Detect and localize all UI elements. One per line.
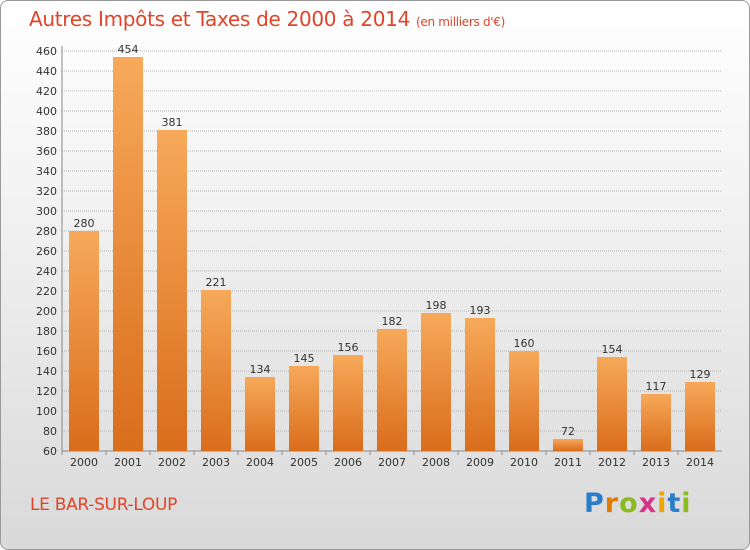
data-label-2006: 156 (338, 341, 359, 354)
x-tick-label-2000: 2000 (70, 456, 98, 469)
bar-2004 (245, 377, 275, 451)
bar-2002 (157, 130, 187, 451)
data-label-2000: 280 (74, 217, 95, 230)
data-label-2004: 134 (250, 363, 271, 376)
bar-2008 (421, 313, 451, 451)
x-tick-label-2005: 2005 (290, 456, 318, 469)
y-tick-label: 340 (36, 165, 57, 178)
y-tick-label: 160 (36, 345, 57, 358)
y-tick-label: 260 (36, 245, 57, 258)
y-tick-label: 460 (36, 45, 57, 58)
bar-2006 (333, 355, 363, 451)
logo-letter: t (667, 488, 682, 519)
data-label-2012: 154 (602, 343, 623, 356)
chart-unit: (en milliers d'€) (416, 15, 506, 29)
bars (69, 57, 715, 451)
logo-letter: P (584, 488, 605, 519)
data-label-2009: 193 (470, 304, 491, 317)
y-tick-label: 220 (36, 285, 57, 298)
data-label-2014: 129 (690, 368, 711, 381)
data-labels: 280 454 381 221 134 145 156 182 198 193 160 72 154 11… (74, 43, 711, 438)
x-tick-label-2008: 2008 (422, 456, 450, 469)
x-tick-label-2012: 2012 (598, 456, 626, 469)
logo-letter: x (638, 488, 658, 519)
y-tick-label: 300 (36, 205, 57, 218)
x-tick-label-2014: 2014 (686, 456, 714, 469)
y-tick-label: 360 (36, 145, 57, 158)
y-tick-label: 280 (36, 225, 57, 238)
y-tick-label: 80 (43, 425, 57, 438)
bar-2014 (685, 382, 715, 451)
x-tick-label-2009: 2009 (466, 456, 494, 469)
x-tick-label-2002: 2002 (158, 456, 186, 469)
y-tick-label: 400 (36, 105, 57, 118)
data-label-2001: 454 (118, 43, 139, 56)
data-label-2002: 381 (162, 116, 183, 129)
x-tick-label-2011: 2011 (554, 456, 582, 469)
y-tick-label: 200 (36, 305, 57, 318)
bar-2010 (509, 351, 539, 451)
y-tick-label: 100 (36, 405, 57, 418)
data-label-2008: 198 (426, 299, 447, 312)
x-tick-label-2004: 2004 (246, 456, 274, 469)
x-tick-label-2010: 2010 (510, 456, 538, 469)
x-tick-label-2003: 2003 (202, 456, 230, 469)
y-tick-label: 120 (36, 385, 57, 398)
proxiti-logo: Proxiti (584, 488, 692, 524)
y-tick-label: 140 (36, 365, 57, 378)
axes: 60 80 100 120 140 160 180 200 220 240 260 280 300 320… (36, 45, 722, 469)
y-tick-label: 320 (36, 185, 57, 198)
logo-letter: r (604, 488, 620, 519)
x-tick-label-2007: 2007 (378, 456, 406, 469)
bar-2000 (69, 231, 99, 451)
bar-2007 (377, 329, 407, 451)
x-tick-label-2013: 2013 (642, 456, 670, 469)
bar-2005 (289, 366, 319, 451)
y-tick-label: 380 (36, 125, 57, 138)
x-tick-label-2006: 2006 (334, 456, 362, 469)
bar-2012 (597, 357, 627, 451)
bar-2009 (465, 318, 495, 451)
logo-letter: o (619, 488, 639, 519)
data-label-2007: 182 (382, 315, 403, 328)
bar-2013 (641, 394, 671, 451)
logo-letter: i (681, 488, 692, 519)
chart-title-text: Autres Impôts et Taxes de 2000 à 2014 (29, 7, 410, 31)
y-tick-label: 240 (36, 265, 57, 278)
bar-2011 (553, 439, 583, 451)
logo-letter: i (657, 488, 668, 519)
y-tick-label: 180 (36, 325, 57, 338)
y-tick-label: 60 (43, 445, 57, 458)
data-label-2005: 145 (294, 352, 315, 365)
chart-title: Autres Impôts et Taxes de 2000 à 2014 (en… (29, 7, 505, 31)
y-tick-label: 440 (36, 65, 57, 78)
data-label-2013: 117 (646, 380, 667, 393)
data-label-2011: 72 (561, 425, 575, 438)
data-label-2010: 160 (514, 337, 535, 350)
x-tick-label-2001: 2001 (114, 456, 142, 469)
data-label-2003: 221 (206, 276, 227, 289)
bar-2001 (113, 57, 143, 451)
bar-2003 (201, 290, 231, 451)
commune-name: LE BAR-SUR-LOUP (30, 495, 178, 515)
y-tick-label: 420 (36, 85, 57, 98)
